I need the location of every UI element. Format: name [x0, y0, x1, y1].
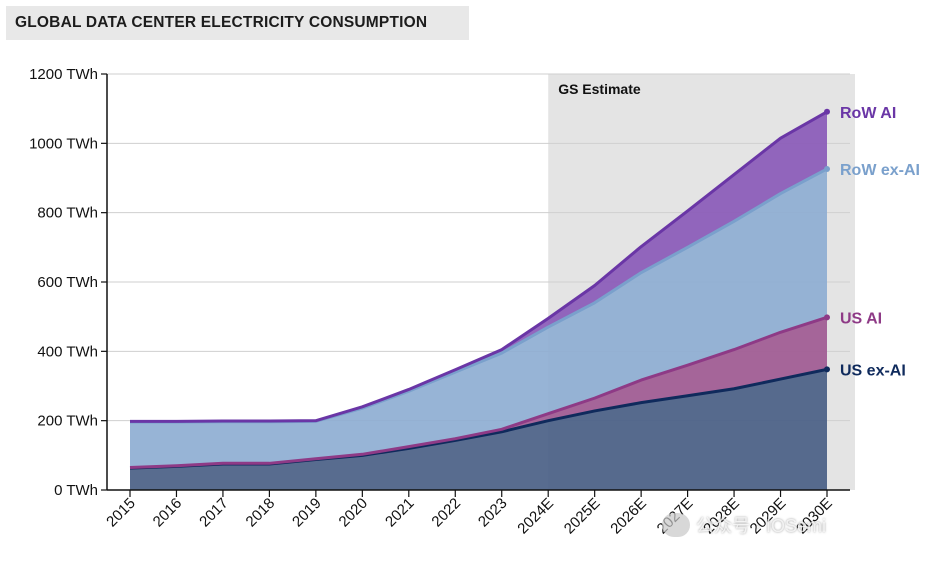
y-tick-label: 600 TWh — [37, 274, 98, 291]
x-tick-label: 2024E — [514, 495, 557, 538]
x-tick-label: 2019 — [289, 495, 325, 531]
x-tick-label: 2023 — [475, 495, 511, 531]
series-label-us-ex-ai: US ex-AI — [840, 362, 906, 379]
x-tick-label: 2025E — [561, 495, 604, 538]
x-tick-label: 2026E — [607, 495, 650, 538]
watermark-text: 公众号 · IOSemi — [696, 516, 827, 536]
x-tick-label: 2018 — [243, 495, 279, 531]
y-tick-label: 1200 TWh — [29, 66, 98, 83]
end-dot-row-ai — [824, 108, 830, 115]
x-tick-label: 2015 — [103, 495, 139, 531]
x-tick-label: 2020 — [336, 495, 372, 531]
estimate-label: GS Estimate — [558, 81, 641, 97]
line-us-ai — [129, 315, 828, 469]
chart-title-box: GLOBAL DATA CENTER ELECTRICITY CONSUMPTI… — [6, 6, 469, 40]
y-tick-label: 1000 TWh — [29, 135, 98, 152]
series-label-row-ex-ai: RoW ex-AI — [840, 162, 920, 179]
series-label-us-ai: US AI — [840, 310, 882, 327]
wechat-icon — [662, 513, 690, 537]
y-tick-label: 0 TWh — [54, 482, 98, 499]
y-tick-label: 800 TWh — [37, 205, 98, 222]
chart-title: GLOBAL DATA CENTER ELECTRICITY CONSUMPTI… — [15, 14, 428, 31]
y-tick-label: 200 TWh — [37, 413, 98, 430]
x-tick-label: 2022 — [428, 495, 464, 531]
area-row-ex-ai — [130, 168, 827, 468]
x-tick-label: 2017 — [196, 495, 232, 531]
series-label-row-ai: RoW AI — [840, 105, 896, 122]
y-tick-label: 400 TWh — [37, 343, 98, 360]
watermark: 公众号 · IOSemi — [662, 512, 826, 538]
line-row-ai — [130, 110, 828, 423]
end-dot-us-ex-ai — [824, 366, 830, 373]
end-dot-row-ex-ai — [824, 165, 830, 172]
end-dot-us-ai — [824, 314, 830, 321]
x-tick-label: 2016 — [150, 495, 186, 531]
area-us-ai — [130, 317, 827, 469]
area-us-ex-ai — [130, 369, 827, 490]
x-tick-label: 2021 — [382, 495, 418, 531]
